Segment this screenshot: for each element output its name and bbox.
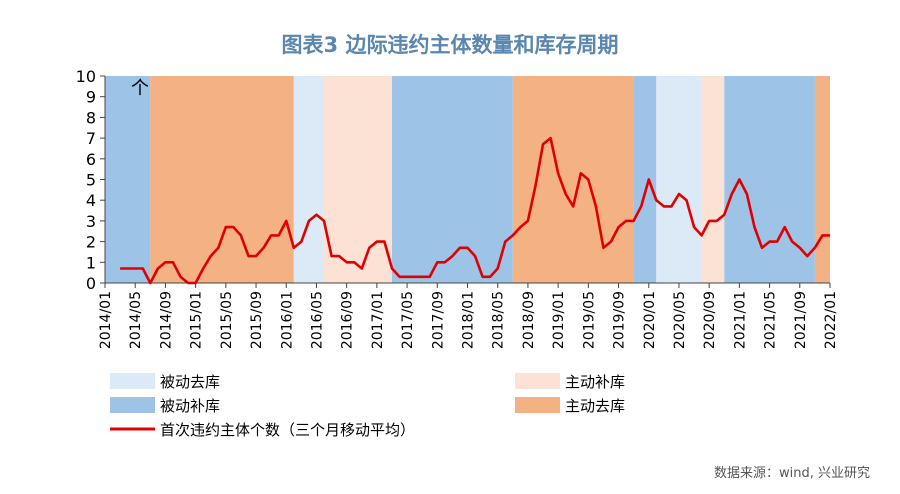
x-tick-label: 2015/09 <box>249 291 265 349</box>
x-tick-label: 2016/01 <box>279 291 295 349</box>
x-tick-label: 2018/05 <box>491 291 507 349</box>
x-tick-label: 2014/01 <box>98 291 114 349</box>
x-tick-label: 2022/01 <box>823 291 839 349</box>
y-tick-label: 3 <box>86 212 96 231</box>
x-tick-label: 2017/09 <box>430 291 446 349</box>
x-tick-label: 2016/09 <box>340 291 356 349</box>
y-tick-label: 1 <box>86 253 96 272</box>
y-tick-label: 9 <box>86 88 96 107</box>
x-tick-label: 2018/09 <box>521 291 537 349</box>
phase-band <box>150 76 294 283</box>
y-tick-label: 7 <box>86 129 96 148</box>
legend-swatch <box>110 397 155 413</box>
x-tick-label: 2018/01 <box>461 291 477 349</box>
x-tick-label: 2019/05 <box>581 291 597 349</box>
x-tick-label: 2020/05 <box>672 291 688 349</box>
x-tick-label: 2019/01 <box>551 291 567 349</box>
x-tick-label: 2014/05 <box>128 291 144 349</box>
x-tick-label: 2020/01 <box>642 291 658 349</box>
phase-band <box>293 76 325 283</box>
legend-swatch <box>515 397 560 413</box>
legend-label: 主动去库 <box>565 397 625 415</box>
x-tick-label: 2021/01 <box>732 291 748 349</box>
phase-band <box>324 76 392 283</box>
phase-band <box>656 76 702 283</box>
legend-label: 被动补库 <box>160 397 220 415</box>
y-tick-label: 6 <box>86 150 96 169</box>
x-tick-label: 2021/05 <box>763 291 779 349</box>
y-tick-label: 0 <box>86 274 96 293</box>
legend-label: 被动去库 <box>160 373 220 391</box>
phase-band <box>701 76 725 283</box>
legend-swatch <box>110 373 155 389</box>
y-tick-label: 5 <box>86 171 96 190</box>
phase-band <box>391 76 513 283</box>
y-tick-label: 10 <box>76 67 96 86</box>
unit-label: 个 <box>131 78 149 99</box>
x-tick-label: 2015/01 <box>189 291 205 349</box>
series-line <box>120 136 830 285</box>
legend-label: 主动补库 <box>565 373 625 391</box>
phase-band <box>633 76 657 283</box>
x-tick-label: 2015/05 <box>219 291 235 349</box>
x-tick-label: 2020/09 <box>702 291 718 349</box>
phase-band <box>724 76 815 283</box>
x-tick-label: 2016/05 <box>309 291 325 349</box>
phase-band <box>105 76 151 283</box>
source-note: 数据来源：wind, 兴业研究 <box>713 466 870 481</box>
phase-band <box>512 76 634 283</box>
x-tick-label: 2017/01 <box>370 291 386 349</box>
x-tick-label: 2017/05 <box>400 291 416 349</box>
x-tick-label: 2021/09 <box>793 291 809 349</box>
y-tick-label: 2 <box>86 233 96 252</box>
phase-band <box>814 76 830 283</box>
y-tick-label: 4 <box>86 191 96 210</box>
x-tick-label: 2019/09 <box>612 291 628 349</box>
legend-label: 首次违约主体个数（三个月移动平均） <box>160 421 415 439</box>
y-tick-label: 8 <box>86 108 96 127</box>
x-tick-label: 2014/09 <box>158 291 174 349</box>
legend-swatch <box>515 373 560 389</box>
chart-title: 图表3 边际违约主体数量和库存周期 <box>281 33 619 57</box>
